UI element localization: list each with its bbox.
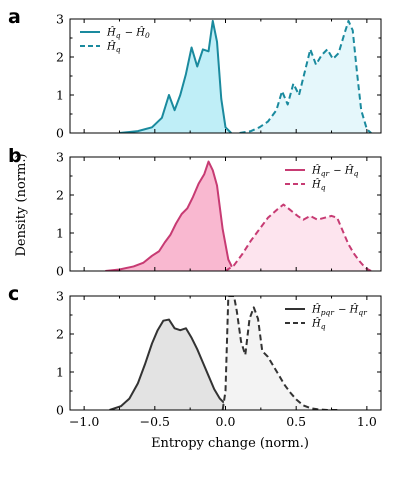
series-line-1 (224, 203, 372, 271)
y-tick-label: 3 (56, 150, 64, 165)
legend-entry: Ĥq − Ĥ0 (106, 27, 151, 41)
series-fill-0 (105, 161, 234, 271)
y-tick-label: 2 (56, 327, 64, 342)
y-tick-label: 2 (56, 188, 64, 203)
y-tick-label: 3 (56, 289, 64, 304)
x-axis-label: Entropy change (norm.) (151, 436, 309, 451)
y-tick-label: 1 (56, 365, 64, 380)
legend-entry: Ĥq (106, 41, 122, 55)
legend-entry: Ĥq (311, 179, 327, 193)
x-tick-label: 1.0 (357, 414, 377, 429)
panel-b: 0 1 2 3 b Ĥqr − Ĥq Ĥq (8, 145, 382, 279)
y-tick-label: 1 (56, 88, 64, 103)
panel-a: 0 1 2 3 a Ĥq − Ĥ0 Ĥq (8, 6, 382, 141)
panel-letter: a (8, 6, 21, 28)
plot-area (109, 296, 339, 410)
series-line-1 (221, 296, 339, 410)
series-line-0 (119, 19, 232, 133)
x-tick-label: −1.0 (69, 414, 99, 429)
y-tick-label: 2 (56, 50, 64, 65)
plot-area (105, 160, 372, 271)
legend-entry: Ĥqr − Ĥq (311, 165, 359, 179)
y-tick-label: 0 (56, 264, 64, 279)
series-line-1 (239, 19, 372, 133)
legend-entry: Ĥpqr − Ĥqr (311, 304, 368, 318)
series-line-0 (109, 318, 240, 410)
series-line-0 (105, 160, 235, 271)
plot-area (119, 19, 372, 133)
y-tick-label: 3 (56, 12, 64, 27)
panel-c: 0 1 2 3 −1.0 −0.5 0.0 0.5 1.0 c Ĥpqr − Ĥqr Ĥq (8, 283, 382, 429)
y-tick-label: 0 (56, 126, 64, 141)
x-tick-label: 0.5 (286, 414, 306, 429)
series-fill-0 (119, 20, 232, 133)
x-tick-label: 0.0 (216, 414, 236, 429)
y-axis-label: Density (norm.) (14, 153, 29, 256)
series-fill-1 (239, 20, 372, 133)
panel-letter: c (8, 283, 19, 305)
legend-entry: Ĥq (311, 318, 327, 332)
y-tick-label: 1 (56, 226, 64, 241)
y-tick-label: 0 (56, 403, 64, 418)
panel-letter: b (8, 145, 22, 167)
x-tick-label: −0.5 (140, 414, 170, 429)
series-fill-0 (109, 319, 240, 410)
series-fill-1 (222, 296, 339, 410)
series-fill-1 (225, 204, 372, 271)
panels: 0 1 2 3 a Ĥq − Ĥ0 Ĥq 0 1 2 3 b Ĥqr − Ĥq Ĥq 0 1 2 3 −1.… (8, 6, 382, 429)
